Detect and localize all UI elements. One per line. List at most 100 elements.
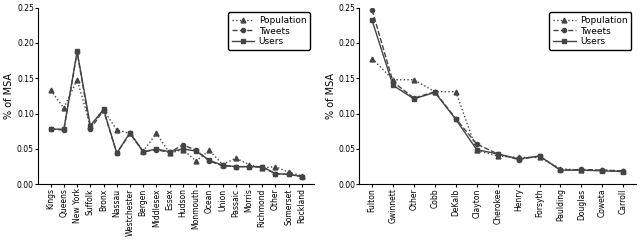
Users bbox=[259, 165, 266, 168]
Users bbox=[113, 152, 120, 155]
Tweets bbox=[577, 168, 585, 171]
Users bbox=[192, 150, 200, 153]
Users bbox=[166, 150, 173, 153]
Population bbox=[179, 148, 187, 151]
Population bbox=[47, 89, 54, 92]
Population bbox=[536, 156, 543, 159]
Users bbox=[515, 157, 522, 160]
Users bbox=[219, 164, 227, 167]
Tweets bbox=[431, 90, 438, 93]
Users bbox=[431, 91, 438, 94]
Population bbox=[245, 163, 253, 166]
Tweets bbox=[192, 149, 200, 152]
Population bbox=[126, 132, 134, 135]
Tweets bbox=[245, 165, 253, 168]
Population bbox=[166, 152, 173, 155]
Users bbox=[473, 148, 481, 151]
Line: Population: Population bbox=[370, 56, 626, 173]
Population bbox=[60, 107, 68, 109]
Tweets bbox=[205, 160, 213, 162]
Population bbox=[494, 155, 502, 157]
Tweets bbox=[232, 165, 239, 168]
Users bbox=[73, 50, 81, 53]
Users bbox=[494, 152, 502, 155]
Tweets bbox=[285, 173, 292, 176]
Tweets bbox=[298, 175, 306, 178]
Users bbox=[598, 169, 606, 172]
Line: Tweets: Tweets bbox=[49, 50, 304, 179]
Population bbox=[113, 128, 120, 131]
Population bbox=[285, 171, 292, 174]
Y-axis label: % of MSA: % of MSA bbox=[326, 73, 335, 119]
Users bbox=[536, 155, 543, 157]
Tweets bbox=[179, 143, 187, 146]
Tweets bbox=[73, 51, 81, 54]
Line: Users: Users bbox=[370, 18, 625, 174]
Legend: Population, Tweets, Users: Population, Tweets, Users bbox=[228, 12, 310, 50]
Line: Population: Population bbox=[48, 77, 304, 178]
Population bbox=[557, 167, 564, 170]
Line: Tweets: Tweets bbox=[370, 8, 625, 173]
Users bbox=[152, 148, 160, 150]
Population bbox=[152, 132, 160, 135]
Users bbox=[620, 170, 627, 173]
Users bbox=[271, 172, 279, 175]
Users bbox=[452, 118, 460, 121]
Tweets bbox=[152, 148, 160, 151]
Tweets bbox=[473, 143, 481, 145]
Tweets bbox=[140, 150, 147, 153]
Population bbox=[271, 165, 279, 168]
Users bbox=[179, 148, 187, 150]
Tweets bbox=[100, 109, 108, 112]
Population bbox=[205, 149, 213, 152]
Population bbox=[140, 150, 147, 153]
Tweets bbox=[536, 155, 543, 157]
Users bbox=[410, 97, 418, 100]
Users bbox=[557, 169, 564, 172]
Tweets bbox=[86, 128, 94, 131]
Tweets bbox=[368, 8, 376, 11]
Users bbox=[100, 108, 108, 111]
Users bbox=[298, 175, 306, 178]
Tweets bbox=[515, 158, 522, 161]
Users bbox=[86, 124, 94, 127]
Tweets bbox=[113, 152, 120, 155]
Population bbox=[452, 90, 460, 93]
Y-axis label: % of MSA: % of MSA bbox=[4, 73, 14, 119]
Tweets bbox=[620, 169, 627, 172]
Users bbox=[389, 84, 397, 87]
Population bbox=[473, 149, 481, 152]
Legend: Population, Tweets, Users: Population, Tweets, Users bbox=[549, 12, 631, 50]
Population bbox=[73, 78, 81, 81]
Users bbox=[140, 150, 147, 153]
Users bbox=[47, 128, 54, 131]
Tweets bbox=[219, 164, 227, 167]
Tweets bbox=[126, 132, 134, 135]
Users bbox=[60, 128, 68, 131]
Tweets bbox=[166, 151, 173, 154]
Population bbox=[410, 78, 418, 81]
Users bbox=[126, 131, 134, 134]
Users bbox=[245, 165, 253, 168]
Population bbox=[389, 78, 397, 81]
Population bbox=[86, 124, 94, 127]
Tweets bbox=[259, 166, 266, 169]
Users bbox=[368, 19, 376, 22]
Population bbox=[598, 169, 606, 172]
Population bbox=[620, 169, 627, 172]
Population bbox=[232, 157, 239, 160]
Tweets bbox=[598, 169, 606, 172]
Population bbox=[577, 169, 585, 172]
Population bbox=[192, 160, 200, 162]
Tweets bbox=[60, 128, 68, 131]
Population bbox=[298, 174, 306, 177]
Line: Users: Users bbox=[49, 49, 304, 179]
Tweets bbox=[271, 172, 279, 175]
Population bbox=[259, 167, 266, 169]
Population bbox=[515, 156, 522, 159]
Population bbox=[368, 57, 376, 60]
Population bbox=[219, 163, 227, 166]
Population bbox=[100, 109, 108, 112]
Tweets bbox=[557, 169, 564, 172]
Population bbox=[431, 90, 438, 93]
